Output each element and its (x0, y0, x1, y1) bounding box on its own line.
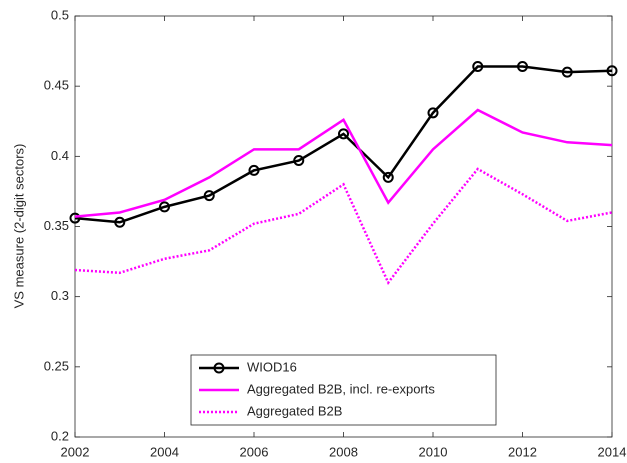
point-marker (114, 216, 126, 228)
point-marker (472, 61, 484, 73)
x-tick-label: 2014 (598, 444, 627, 459)
y-tick-label: 0.4 (51, 148, 69, 163)
series-line (74, 65, 613, 224)
y-tick-label: 0.25 (44, 358, 69, 373)
x-tick-label: 2006 (240, 444, 269, 459)
point-marker (338, 128, 349, 140)
point-marker (159, 201, 170, 213)
y-tick-label: 0.2 (51, 428, 69, 443)
x-tick-label: 2004 (150, 444, 179, 459)
y-axis-label: VS measure (2-digit sectors) (11, 144, 26, 309)
point-marker (561, 66, 573, 78)
point-marker (69, 212, 81, 224)
legend-box (190, 354, 497, 426)
legend-label: WIOD16 (247, 359, 297, 374)
point-marker (248, 164, 260, 176)
y-tick-label: 0.35 (44, 218, 69, 233)
legend-marker (213, 362, 225, 374)
point-marker (517, 61, 528, 73)
point-marker (203, 190, 215, 202)
legend-label: Aggregated B2B (247, 403, 342, 418)
y-tick-label: 0.45 (44, 78, 69, 93)
series-line (74, 167, 613, 286)
x-tick-label: 2008 (329, 444, 358, 459)
point-marker (427, 107, 439, 119)
y-tick-label: 0.3 (51, 288, 69, 303)
point-marker (382, 171, 394, 183)
series-line (74, 108, 613, 218)
x-tick-label: 2010 (419, 444, 448, 459)
point-marker (293, 155, 305, 167)
x-tick-label: 2002 (61, 444, 90, 459)
point-marker (606, 65, 618, 77)
legend-label: Aggregated B2B, incl. re-exports (247, 381, 435, 396)
y-tick-label: 0.5 (51, 7, 69, 22)
x-tick-label: 2012 (508, 444, 537, 459)
